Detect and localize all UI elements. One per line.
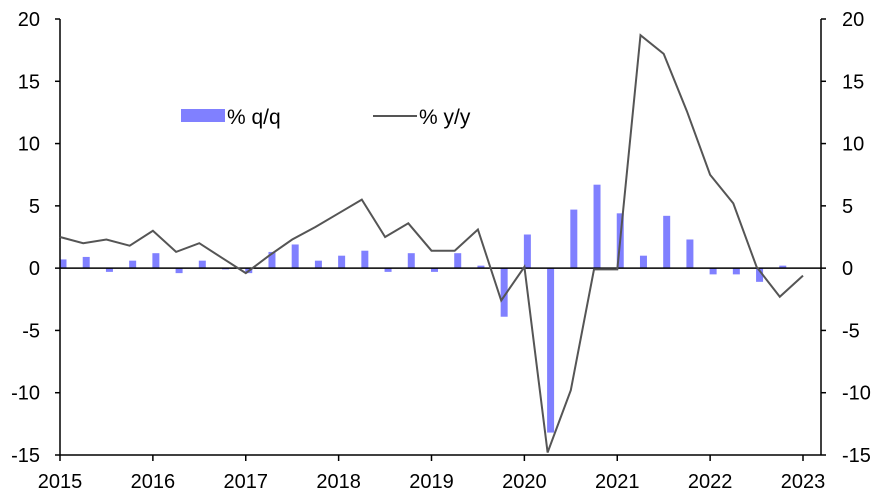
x-tick-label: 2020: [502, 471, 547, 493]
x-tick-label: 2021: [595, 471, 640, 493]
qq-bar: [175, 268, 183, 274]
qq-bar: [152, 253, 160, 269]
x-tick-label: 2019: [409, 471, 454, 493]
qq-bar: [407, 253, 415, 269]
qq-bar: [431, 268, 438, 272]
right-y-tick-label: 5: [842, 196, 853, 218]
left-y-tick-label: 5: [29, 196, 40, 218]
qq-bar: [454, 253, 462, 269]
legend-bar-swatch: [181, 109, 225, 122]
qq-bar: [756, 268, 764, 282]
qq-bar: [268, 251, 276, 269]
qq-bar: [291, 244, 299, 269]
qq-bar: [129, 260, 137, 269]
yy-line: [59, 33, 804, 453]
right-y-tick-label: -5: [842, 320, 860, 342]
qq-bar: [477, 265, 485, 269]
right-y-tick-label: 0: [842, 258, 853, 280]
axes: [59, 19, 822, 456]
qq-bar: [361, 250, 369, 269]
left-y-tick-label: -5: [22, 320, 40, 342]
qq-bars: [59, 184, 787, 433]
qq-bar: [686, 239, 694, 269]
qq-bar: [663, 215, 671, 269]
qq-bar: [547, 268, 555, 433]
qq-bar: [59, 259, 67, 269]
qq-bar: [384, 268, 392, 272]
qq-bar: [709, 268, 717, 275]
legend-line-label: % y/y: [419, 106, 471, 129]
qq-bar: [314, 260, 322, 269]
qq-bar: [593, 184, 601, 269]
left-y-tick-label: -15: [11, 445, 40, 467]
x-tick-label: 2018: [316, 471, 361, 493]
qq-bar: [779, 265, 787, 269]
left-y-tick-label: 15: [18, 71, 40, 93]
legend-bar-label: % q/q: [227, 106, 281, 129]
qq-bar: [82, 256, 90, 269]
right-y-tick-label: 20: [842, 9, 864, 31]
qq-bar: [570, 209, 578, 269]
qq-bar: [338, 255, 346, 269]
x-tick-label: 2016: [131, 471, 176, 493]
x-tick-label: 2017: [224, 471, 269, 493]
qq-bar: [639, 255, 647, 269]
right-y-tick-label: 10: [842, 134, 864, 156]
left-y-tick-label: 10: [18, 134, 40, 156]
legend: % q/q % y/y: [181, 106, 471, 129]
x-tick-label: 2023: [781, 471, 826, 493]
qq-bar: [523, 234, 531, 269]
right-y-tick-label: -15: [842, 445, 871, 467]
qq-bar: [732, 268, 740, 275]
right-y-tick-label: -10: [842, 383, 871, 405]
x-tick-label: 2022: [688, 471, 733, 493]
left-y-tick-label: 0: [29, 258, 40, 280]
left-y-tick-label: 20: [18, 9, 40, 31]
qq-bar: [198, 260, 206, 269]
qq-bar: [500, 268, 508, 317]
right-y-tick-label: 15: [842, 71, 864, 93]
left-y-tick-label: -10: [11, 383, 40, 405]
x-tick-label: 2015: [38, 471, 83, 493]
qq-bar: [105, 268, 113, 272]
